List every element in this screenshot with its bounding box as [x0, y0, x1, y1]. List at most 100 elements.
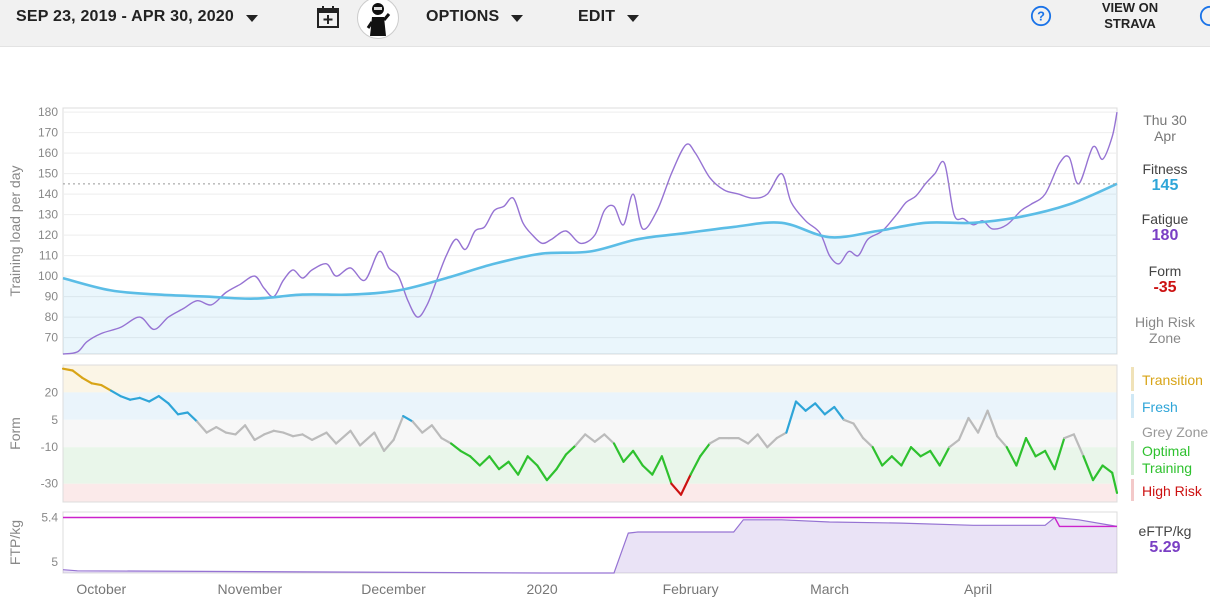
- optimal-zone-swatch: [1131, 441, 1134, 475]
- svg-text:?: ?: [1037, 9, 1045, 24]
- form-line-segment: [996, 435, 1008, 449]
- eftp-line[interactable]: [62, 516, 1118, 574]
- fitness-value: 145: [1151, 177, 1179, 194]
- form-line-segment: [909, 446, 922, 458]
- training-load-chart: 180 170 160 150 140 130 120 110 100 90 80 70 Traini…: [7, 105, 1118, 355]
- fresh-zone-swatch: [1131, 394, 1134, 418]
- form-line-segment: [794, 400, 807, 412]
- form-line-segment: [651, 455, 663, 476]
- form-axis-label: Form: [7, 417, 23, 450]
- form-line[interactable]: [61, 367, 1119, 496]
- form-line-segment: [263, 429, 275, 436]
- form-line-segment: [291, 433, 304, 438]
- form-line-segment: [61, 367, 74, 372]
- options-dropdown[interactable]: OPTIONS: [426, 0, 524, 34]
- options-label: OPTIONS: [426, 8, 500, 25]
- fatigue-value: 180: [1151, 227, 1179, 244]
- eftp-label: eFTP/kg: [1138, 523, 1192, 539]
- form-line-segment: [957, 416, 970, 441]
- info-icon[interactable]: [1199, 5, 1210, 27]
- fatigue-readout: Fatigue 180: [1120, 211, 1210, 245]
- transition-zone-swatch: [1131, 367, 1134, 391]
- eftp-value: 5.29: [1149, 539, 1181, 556]
- form-line-segment: [459, 449, 472, 458]
- form-line-segment: [545, 468, 558, 482]
- form-ytick: -10: [41, 440, 59, 454]
- optimal-zone-line2: Training: [1142, 460, 1193, 476]
- form-line-segment: [1072, 433, 1085, 458]
- training-load-gridlines: [63, 111, 1117, 339]
- zone-line2: Zone: [1149, 330, 1181, 346]
- form-line-segment: [641, 464, 654, 476]
- optimal-zone-line1: Optimal: [1142, 443, 1191, 459]
- zone-readout: High Risk Zone: [1120, 314, 1210, 346]
- form-line-segment: [814, 402, 826, 416]
- fitness-line[interactable]: [62, 182, 1118, 300]
- form-line-segment: [430, 424, 443, 440]
- form-line-segment: [1063, 433, 1075, 440]
- calendar-add-icon[interactable]: [316, 5, 340, 29]
- view-on-strava-line1: VIEW ON: [1101, 0, 1159, 15]
- zone-band: [63, 365, 1117, 393]
- form-line-segment: [1024, 437, 1037, 458]
- form-line-segment: [507, 460, 520, 476]
- optimal-zone-label: Optimal Training: [1142, 443, 1192, 477]
- form-line-segment: [526, 455, 539, 467]
- help-icon[interactable]: ?: [1030, 5, 1052, 27]
- training-load-ytick: 100: [38, 269, 58, 283]
- form-line-segment: [253, 433, 266, 441]
- form-line-segment: [660, 455, 673, 485]
- form-line-segment: [167, 402, 180, 416]
- high-risk-zone-swatch: [1131, 479, 1134, 501]
- form-line-segment: [373, 431, 386, 452]
- month-tick-label: October: [76, 581, 126, 597]
- form-line-segment: [574, 433, 587, 447]
- form-line-segment: [244, 424, 256, 441]
- view-on-strava-button[interactable]: VIEW ON STRAVA: [1090, 0, 1170, 32]
- athlete-avatar[interactable]: [357, 0, 399, 39]
- form-line-segment: [1082, 455, 1095, 482]
- high-risk-zone-label: High Risk: [1142, 483, 1202, 499]
- form-line-segment: [129, 396, 141, 401]
- form-line-segment: [785, 400, 798, 434]
- form-line-segment: [708, 437, 721, 445]
- form-line-segment: [196, 420, 208, 434]
- form-line-segment: [1044, 449, 1056, 471]
- form-line-segment: [148, 395, 160, 403]
- form-line-segment: [488, 455, 501, 471]
- form-line-segment: [109, 389, 122, 398]
- ftp-axis-label: FTP/kg: [7, 520, 23, 565]
- training-load-axis-label: Training load per day: [7, 165, 23, 296]
- form-ytick: 5: [51, 413, 58, 427]
- selected-date-line1: Thu 30: [1143, 112, 1187, 128]
- form-line-segment: [234, 424, 247, 436]
- form-line-segment: [919, 449, 932, 458]
- form-yticks: 20 5 -10 -30: [41, 385, 59, 490]
- form-line-segment: [977, 409, 989, 434]
- zone-band: [63, 419, 1117, 448]
- form-line-segment: [478, 455, 491, 467]
- edit-dropdown[interactable]: EDIT: [578, 0, 640, 34]
- form-line-segment: [929, 449, 941, 467]
- ftp-line[interactable]: [63, 516, 1117, 528]
- training-load-ytick: 70: [45, 331, 59, 345]
- form-line-segment: [842, 418, 855, 425]
- form-line-segment: [157, 395, 170, 405]
- chevron-down-icon: [627, 14, 640, 22]
- form-line-segment: [440, 437, 453, 445]
- date-range-label: SEP 23, 2019 - APR 30, 2020: [16, 8, 234, 25]
- form-chart: 20 5 -10 -30 Form: [7, 364, 1119, 503]
- form-line-segment: [119, 395, 132, 401]
- form-line-segment: [224, 431, 237, 436]
- form-line-segment: [603, 433, 616, 445]
- form-line-segment: [349, 429, 362, 447]
- date-range-dropdown[interactable]: SEP 23, 2019 - APR 30, 2020: [16, 0, 258, 34]
- form-line-segment: [81, 376, 93, 385]
- training-load-ytick: 130: [38, 208, 58, 222]
- form-line-segment: [852, 422, 865, 440]
- form-line-segment: [335, 429, 352, 445]
- form-line-segment: [593, 433, 606, 443]
- form-line-segment: [1015, 437, 1028, 467]
- form-line-segment: [1034, 449, 1047, 458]
